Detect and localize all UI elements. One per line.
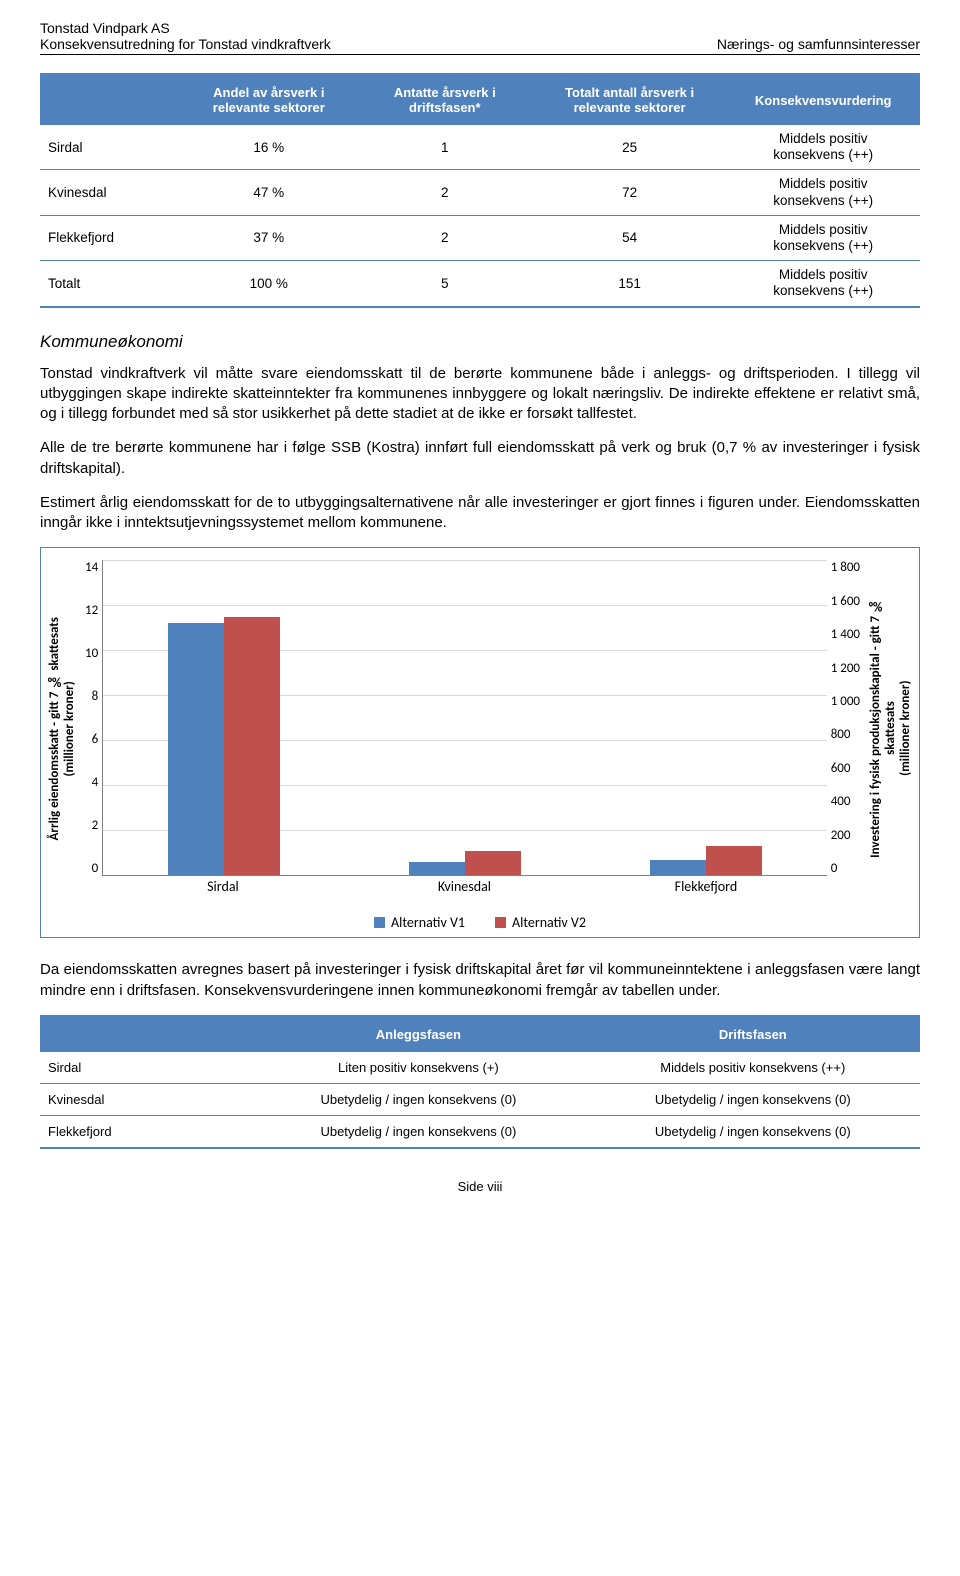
table-row: Kvinesdal47 %272Middels positivkonsekven…: [40, 170, 920, 215]
bar-group: [344, 560, 585, 875]
y-ticks-left: 14121086420: [81, 558, 102, 898]
paragraph-1: Tonstad vindkraftverk vil måtte svare ei…: [40, 364, 920, 425]
cell: 25: [533, 125, 727, 170]
cell: Liten positiv konsekvens (+): [251, 1052, 585, 1084]
table-row: Flekkefjord37 %254Middels positivkonsekv…: [40, 215, 920, 260]
cell-label: Flekkefjord: [40, 215, 181, 260]
bar: [224, 617, 280, 876]
cell: Ubetydelig / ingen konsekvens (0): [251, 1083, 585, 1115]
cell-label: Sirdal: [40, 1052, 251, 1084]
cell: Middels positivkonsekvens (++): [726, 261, 920, 307]
cell: 151: [533, 261, 727, 307]
bar: [650, 860, 706, 876]
cell: Middels positivkonsekvens (++): [726, 215, 920, 260]
paragraph-3: Estimert årlig eiendomsskatt for de to u…: [40, 493, 920, 534]
table-row: FlekkefjordUbetydelig / ingen konsekvens…: [40, 1115, 920, 1148]
legend-swatch-2: [495, 917, 506, 928]
cell-label: Kvinesdal: [40, 1083, 251, 1115]
t1-h3: Totalt antall årsverk i relevante sektor…: [533, 74, 727, 125]
t1-h4: Konsekvensvurdering: [726, 74, 920, 125]
y-axis-label-right: Investering i fysisk produksjonskapital …: [868, 598, 913, 858]
header-right: Nærings- og samfunnsinteresser: [717, 36, 920, 52]
table-row: Sirdal16 %125Middels positivkonsekvens (…: [40, 125, 920, 170]
cell: 72: [533, 170, 727, 215]
bar-group: [103, 560, 344, 875]
table-row: KvinesdalUbetydelig / ingen konsekvens (…: [40, 1083, 920, 1115]
paragraph-4: Da eiendomsskatten avregnes basert på in…: [40, 960, 920, 1001]
cell: 1: [357, 125, 533, 170]
bar: [168, 623, 224, 875]
header-subtitle: Konsekvensutredning for Tonstad vindkraf…: [40, 36, 331, 52]
bar-group: [586, 560, 827, 875]
x-label: Flekkefjord: [585, 876, 827, 898]
cell: Middels positiv konsekvens (++): [586, 1052, 920, 1084]
cell: 2: [357, 170, 533, 215]
page-footer: Side viii: [40, 1179, 920, 1194]
table-row: SirdalLiten positiv konsekvens (+)Middel…: [40, 1052, 920, 1084]
cell: 16 %: [181, 125, 357, 170]
cell-label: Kvinesdal: [40, 170, 181, 215]
legend-label-2: Alternativ V2: [512, 914, 586, 931]
t1-h1: Andel av årsverk i relevante sektorer: [181, 74, 357, 125]
paragraph-2: Alle de tre berørte kommunene har i følg…: [40, 438, 920, 479]
cell: 100 %: [181, 261, 357, 307]
cell: 2: [357, 215, 533, 260]
y-ticks-right: 1 8001 6001 4001 2001 0008006004002000: [827, 558, 864, 898]
x-label: Sirdal: [102, 876, 344, 898]
cell: Ubetydelig / ingen konsekvens (0): [251, 1115, 585, 1148]
chart-legend: Alternativ V1 Alternativ V2: [47, 898, 913, 931]
cell: Middels positivkonsekvens (++): [726, 170, 920, 215]
cell: 54: [533, 215, 727, 260]
legend-label-1: Alternativ V1: [391, 914, 465, 931]
cell: Ubetydelig / ingen konsekvens (0): [586, 1115, 920, 1148]
cell: Ubetydelig / ingen konsekvens (0): [586, 1083, 920, 1115]
t2-h1: Anleggsfasen: [251, 1016, 585, 1052]
section-heading: Kommuneøkonomi: [40, 332, 920, 352]
t1-h0: [40, 74, 181, 125]
cell: 47 %: [181, 170, 357, 215]
cell-label: Flekkefjord: [40, 1115, 251, 1148]
cell: Middels positivkonsekvens (++): [726, 125, 920, 170]
table-konsekvens: Anleggsfasen Driftsfasen SirdalLiten pos…: [40, 1015, 920, 1149]
cell-label: Sirdal: [40, 125, 181, 170]
bar: [706, 846, 762, 875]
cell-label: Totalt: [40, 261, 181, 307]
plot-area: SirdalKvinesdalFlekkefjord: [102, 558, 827, 898]
legend-swatch-1: [374, 917, 385, 928]
t2-h0: [40, 1016, 251, 1052]
cell: 37 %: [181, 215, 357, 260]
t2-h2: Driftsfasen: [586, 1016, 920, 1052]
x-label: Kvinesdal: [344, 876, 586, 898]
y-axis-label-left: Årrlig eiendomsskatt - gitt 7 ‰ skattesa…: [47, 617, 77, 841]
bar: [409, 862, 465, 876]
table-aarsverk: Andel av årsverk i relevante sektorer An…: [40, 73, 920, 308]
cell: 5: [357, 261, 533, 307]
t1-h2: Antatte årsverk i driftsfasen*: [357, 74, 533, 125]
document-header: Tonstad Vindpark AS Konsekvensutredning …: [40, 20, 920, 55]
chart-eiendomsskatt: Årrlig eiendomsskatt - gitt 7 ‰ skattesa…: [40, 547, 920, 938]
table-row: Totalt100 %5151Middels positivkonsekvens…: [40, 261, 920, 307]
header-company: Tonstad Vindpark AS: [40, 20, 331, 36]
bar: [465, 851, 521, 876]
